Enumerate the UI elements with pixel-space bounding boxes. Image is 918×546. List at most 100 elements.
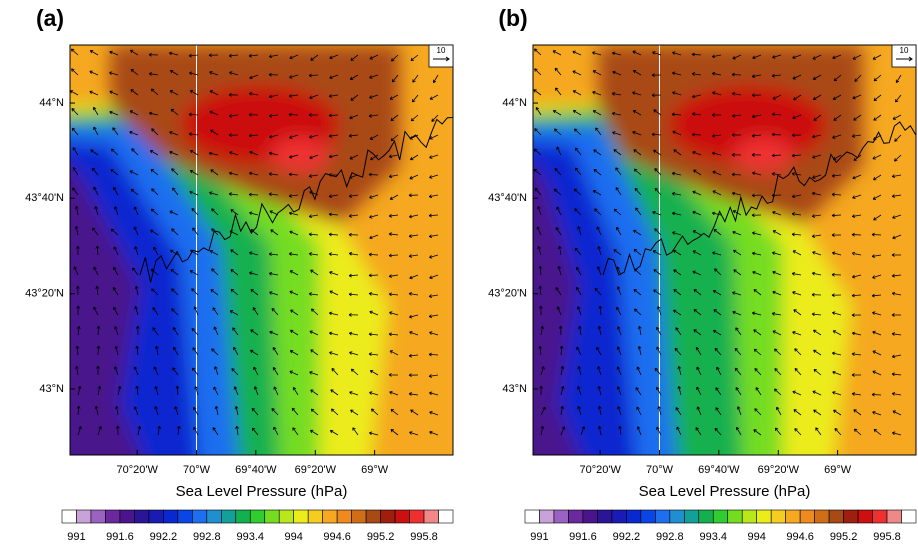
wind-vector	[74, 205, 79, 216]
wind-vector	[129, 110, 139, 116]
wind-vector	[152, 307, 159, 316]
wind-vector	[109, 90, 119, 96]
wind-vector	[171, 308, 179, 316]
wind-vector	[618, 425, 622, 436]
wind-vector	[171, 288, 179, 296]
wind-vector	[390, 114, 399, 121]
colorbar-tick-label: 992.2	[150, 531, 178, 543]
wind-vector	[308, 214, 319, 219]
wind-vector	[692, 230, 702, 236]
wind-vector	[616, 306, 622, 316]
wind-vector	[733, 269, 742, 276]
wind-vector	[328, 212, 339, 217]
wind-vector	[189, 270, 199, 276]
y-tick-label: 44°N	[502, 97, 527, 109]
wind-vector	[409, 154, 419, 161]
wind-vector	[771, 153, 782, 158]
wind-vector	[189, 71, 199, 76]
wind-vector	[273, 426, 279, 436]
wind-vector	[251, 427, 259, 436]
wind-vector	[771, 112, 782, 117]
wind-vector	[635, 387, 642, 396]
colorbar-tick-label: 994.6	[786, 531, 814, 543]
wind-vector	[832, 251, 842, 256]
wind-vector	[832, 391, 842, 396]
wind-vector	[308, 174, 319, 178]
wind-vector	[791, 172, 802, 176]
wind-vector	[776, 406, 782, 416]
colorbar-box	[698, 509, 714, 524]
panel-label: (a)	[36, 5, 64, 31]
wind-vector	[289, 350, 299, 356]
wind-vector	[851, 352, 862, 356]
wind-vector	[693, 329, 702, 336]
wind-vector	[133, 366, 139, 376]
wind-vector	[110, 148, 119, 156]
wind-vector	[91, 167, 99, 176]
x-tick-label: 69°W	[824, 464, 852, 476]
wind-vector	[771, 172, 782, 176]
wind-vector	[633, 308, 642, 316]
wind-vector	[109, 110, 119, 116]
wind-vector	[731, 91, 742, 96]
y-tick-label: 44°N	[39, 97, 64, 109]
wind-vector	[154, 406, 159, 416]
wind-vector	[811, 214, 822, 218]
wind-vector	[349, 154, 359, 160]
wind-vector	[410, 54, 419, 62]
wind-vector	[153, 246, 159, 256]
colorbar-box	[264, 509, 280, 524]
wind-vector	[93, 106, 99, 116]
contour-region	[70, 168, 142, 455]
wind-vector	[369, 370, 379, 376]
wind-vector	[815, 427, 822, 436]
wind-vector	[675, 407, 682, 416]
wind-vector	[833, 114, 842, 121]
wind-vector	[211, 208, 219, 216]
wind-vector	[388, 174, 399, 179]
wind-vector	[811, 234, 822, 238]
wind-vector	[831, 233, 842, 237]
wind-vector	[671, 112, 682, 117]
wind-vector	[369, 234, 379, 240]
wind-vector	[96, 365, 100, 376]
wind-vector	[408, 193, 419, 198]
wind-vector	[211, 268, 219, 276]
wind-vector	[715, 407, 722, 416]
wind-vector	[210, 129, 219, 136]
wind-vector	[537, 206, 542, 216]
wind-vector	[712, 170, 722, 176]
wind-vector	[732, 54, 742, 60]
colorbar-tick-label: 992.2	[613, 531, 641, 543]
wind-vector	[248, 192, 259, 197]
wind-vector	[273, 386, 279, 396]
wind-vector	[656, 346, 662, 356]
wind-vector	[269, 291, 279, 296]
wind-vector	[677, 386, 682, 396]
wind-vector	[189, 90, 199, 96]
wind-vector	[891, 392, 902, 396]
wind-vector	[329, 429, 339, 436]
wind-vector	[308, 73, 319, 78]
wind-vector	[712, 329, 722, 336]
wind-vector	[831, 351, 842, 356]
wind-vector	[112, 127, 119, 136]
wind-vector	[151, 288, 159, 296]
wind-vector	[368, 291, 379, 296]
wind-vector	[773, 388, 782, 396]
wind-vector	[872, 274, 882, 279]
wind-vector	[772, 251, 782, 256]
wind-vector	[369, 194, 379, 199]
wind-vector	[348, 292, 359, 297]
wind-vector	[752, 54, 762, 60]
wind-vector	[753, 348, 762, 356]
wind-vector	[329, 54, 339, 60]
wind-vector	[169, 69, 179, 76]
wind-vector	[871, 232, 882, 237]
colorbar-box	[886, 509, 902, 524]
colorbar-box	[712, 509, 729, 524]
wind-vector	[388, 292, 399, 297]
wind-vector	[134, 246, 139, 256]
wind-vector	[72, 147, 79, 156]
x-tick-label: 70°W	[183, 464, 211, 476]
